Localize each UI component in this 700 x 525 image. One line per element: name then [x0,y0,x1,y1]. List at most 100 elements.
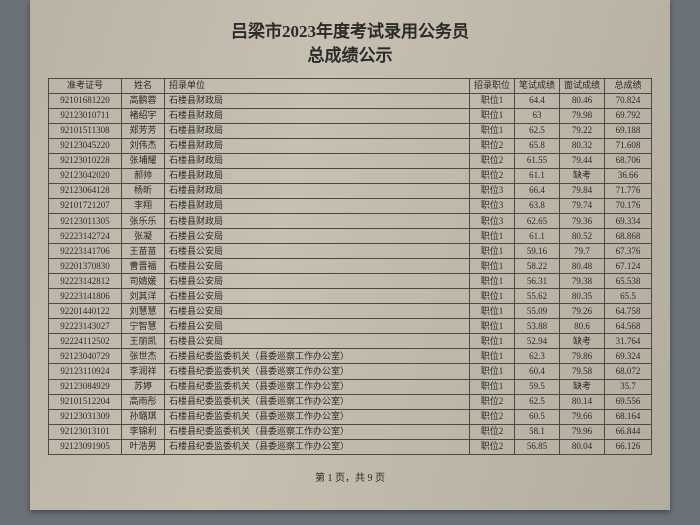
table-cell: 79.58 [560,364,605,379]
table-cell: 59.16 [515,244,560,259]
title-line-2: 总成绩公示 [48,44,652,68]
table-cell: 80.35 [560,289,605,304]
col-header: 准考证号 [49,78,122,93]
table-cell: 79.86 [560,349,605,364]
table-cell: 92123091905 [49,439,122,454]
table-cell: 职位3 [470,214,515,229]
table-cell: 79.74 [560,198,605,213]
table-cell: 92123031309 [49,409,122,424]
col-header: 笔试成绩 [515,78,560,93]
table-cell: 石楼县纪委监委机关（县委巡察工作办公室） [165,394,470,409]
table-cell: 职位1 [470,349,515,364]
table-cell: 64.568 [605,319,652,334]
table-cell: 职位2 [470,153,515,168]
table-cell: 92101512204 [49,394,122,409]
table-cell: 张凝 [122,229,165,244]
table-cell: 石楼县财政局 [165,183,470,198]
table-cell: 石楼县公安局 [165,319,470,334]
table-cell: 92123064128 [49,183,122,198]
table-cell: 职位1 [470,304,515,319]
table-cell: 石楼县财政局 [165,108,470,123]
table-cell: 69.188 [605,123,652,138]
table-cell: 53.88 [515,319,560,334]
table-cell: 68.868 [605,229,652,244]
table-cell: 64.758 [605,304,652,319]
table-cell: 李翔 [122,198,165,213]
table-cell: 张埔耀 [122,153,165,168]
table-row: 92123042020郝帅石楼县财政局职位261.1缺考36.66 [49,168,652,183]
table-row: 92223142812司婧媛石楼县公安局职位156.3179.3865.538 [49,274,652,289]
table-cell: 曹晋福 [122,259,165,274]
table-cell: 65.5 [605,289,652,304]
table-cell: 92123011305 [49,214,122,229]
table-cell: 62.5 [515,394,560,409]
page-footer: 第 1 页，共 9 页 [48,469,652,484]
table-cell: 71.608 [605,138,652,153]
table-cell: 石楼县财政局 [165,138,470,153]
table-cell: 79.66 [560,409,605,424]
table-cell: 92223141806 [49,289,122,304]
table-cell: 郑芳芳 [122,123,165,138]
table-cell: 80.32 [560,138,605,153]
table-row: 92101511308郑芳芳石楼县财政局职位162.579.2269.188 [49,123,652,138]
table-cell: 80.48 [560,259,605,274]
table-cell: 69.324 [605,349,652,364]
table-cell: 79.36 [560,214,605,229]
table-cell: 68.164 [605,409,652,424]
table-cell: 石楼县公安局 [165,244,470,259]
table-row: 92201370830曹晋福石楼县公安局职位158.2280.4867.124 [49,259,652,274]
table-cell: 石楼县财政局 [165,153,470,168]
table-row: 92123045220刘伟杰石楼县财政局职位265.880.3271.608 [49,138,652,153]
table-cell: 92101511308 [49,123,122,138]
table-cell: 刘慧慧 [122,304,165,319]
table-cell: 64.4 [515,93,560,108]
table-cell: 高雨彤 [122,394,165,409]
table-row: 92123110924李润祥石楼县纪委监委机关（县委巡察工作办公室）职位160.… [49,364,652,379]
table-cell: 石楼县公安局 [165,334,470,349]
table-row: 92223141806刘其洋石楼县公安局职位155.6280.3565.5 [49,289,652,304]
table-cell: 职位2 [470,409,515,424]
table-cell: 68.072 [605,364,652,379]
table-cell: 孙璐琪 [122,409,165,424]
table-cell: 92123010711 [49,108,122,123]
table-row: 92224112502王丽凯石楼县公安局职位152.94缺考31.764 [49,334,652,349]
table-cell: 69.556 [605,394,652,409]
table-cell: 石楼县财政局 [165,198,470,213]
table-cell: 石楼县纪委监委机关（县委巡察工作办公室） [165,439,470,454]
table-row: 92123091905叶浩男石楼县纪委监委机关（县委巡察工作办公室）职位256.… [49,439,652,454]
table-cell: 65.538 [605,274,652,289]
table-cell: 62.65 [515,214,560,229]
table-cell: 职位1 [470,259,515,274]
table-cell: 92123040729 [49,349,122,364]
table-cell: 石楼县公安局 [165,274,470,289]
document-page: 吕梁市2023年度考试录用公务员 总成绩公示 准考证号姓名招录单位招录职位笔试成… [30,0,670,510]
table-row: 92123064128杨昕石楼县财政局职位366.479.8471.776 [49,183,652,198]
table-cell: 79.44 [560,153,605,168]
table-header-row: 准考证号姓名招录单位招录职位笔试成绩面试成绩总成绩 [49,78,652,93]
table-cell: 71.776 [605,183,652,198]
table-cell: 79.22 [560,123,605,138]
table-cell: 62.5 [515,123,560,138]
table-cell: 石楼县纪委监委机关（县委巡察工作办公室） [165,409,470,424]
table-cell: 79.98 [560,108,605,123]
table-cell: 杨昕 [122,183,165,198]
table-cell: 刘伟杰 [122,138,165,153]
table-cell: 石楼县纪委监委机关（县委巡察工作办公室） [165,379,470,394]
table-cell: 叶浩男 [122,439,165,454]
table-cell: 职位2 [470,138,515,153]
table-cell: 苏婷 [122,379,165,394]
table-cell: 66.844 [605,424,652,439]
table-cell: 石楼县财政局 [165,123,470,138]
table-cell: 58.22 [515,259,560,274]
table-cell: 职位1 [470,93,515,108]
table-cell: 80.14 [560,394,605,409]
table-cell: 58.1 [515,424,560,439]
table-body: 92101681220高鹏蓉石楼县财政局职位164.480.4670.82492… [49,93,652,454]
table-cell: 石楼县纪委监委机关（县委巡察工作办公室） [165,424,470,439]
table-row: 92123031309孙璐琪石楼县纪委监委机关（县委巡察工作办公室）职位260.… [49,409,652,424]
table-row: 92123040729张世杰石楼县纪委监委机关（县委巡察工作办公室）职位162.… [49,349,652,364]
col-header: 面试成绩 [560,78,605,93]
col-header: 招录职位 [470,78,515,93]
table-cell: 36.66 [605,168,652,183]
table-cell: 职位3 [470,183,515,198]
